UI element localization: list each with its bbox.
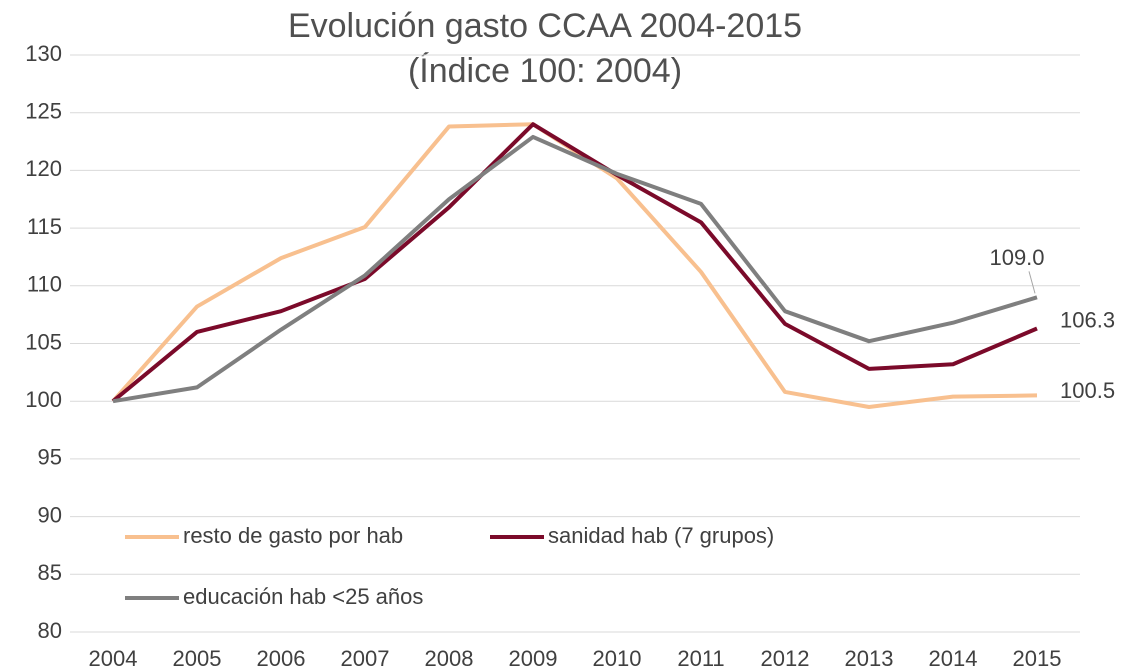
y-tick-label: 120 — [25, 156, 62, 181]
y-tick-label: 130 — [25, 41, 62, 66]
series-line — [112, 134, 1038, 404]
y-tick-label: 90 — [38, 502, 62, 527]
x-tick-label: 2004 — [89, 646, 138, 670]
legend-label: resto de gasto por hab — [183, 523, 403, 548]
y-tick-label: 125 — [25, 99, 62, 124]
legend-label: educación hab <25 años — [183, 584, 423, 609]
x-tick-label: 2006 — [257, 646, 306, 670]
x-tick-label: 2015 — [1013, 646, 1062, 670]
x-tick-label: 2012 — [761, 646, 810, 670]
y-tick-label: 115 — [27, 214, 62, 239]
x-tick-label: 2008 — [425, 646, 474, 670]
y-tick-label: 100 — [25, 387, 62, 412]
x-tick-label: 2010 — [593, 646, 642, 670]
x-tick-label: 2007 — [341, 646, 390, 670]
series-line — [111, 122, 1038, 403]
y-tick-label: 110 — [27, 272, 62, 297]
x-tick-label: 2014 — [929, 646, 978, 670]
data-label: 106.3 — [1060, 307, 1115, 332]
x-tick-label: 2005 — [173, 646, 222, 670]
label-leader — [1028, 271, 1036, 294]
chart-subtitle: (Índice 100: 2004) — [408, 52, 682, 90]
y-tick-label: 105 — [25, 329, 62, 354]
y-tick-label: 95 — [38, 445, 62, 470]
chart-title: Evolución gasto CCAA 2004-2015 — [288, 7, 802, 45]
x-tick-label: 2009 — [509, 646, 558, 670]
legend-label: sanidad hab (7 grupos) — [548, 523, 774, 548]
series-line — [111, 122, 1038, 409]
data-label: 100.5 — [1060, 378, 1115, 403]
x-tick-label: 2011 — [677, 646, 724, 670]
y-tick-label: 85 — [38, 560, 62, 585]
data-label: 109.0 — [989, 245, 1044, 270]
y-tick-label: 80 — [38, 618, 62, 643]
x-tick-label: 2013 — [845, 646, 894, 670]
